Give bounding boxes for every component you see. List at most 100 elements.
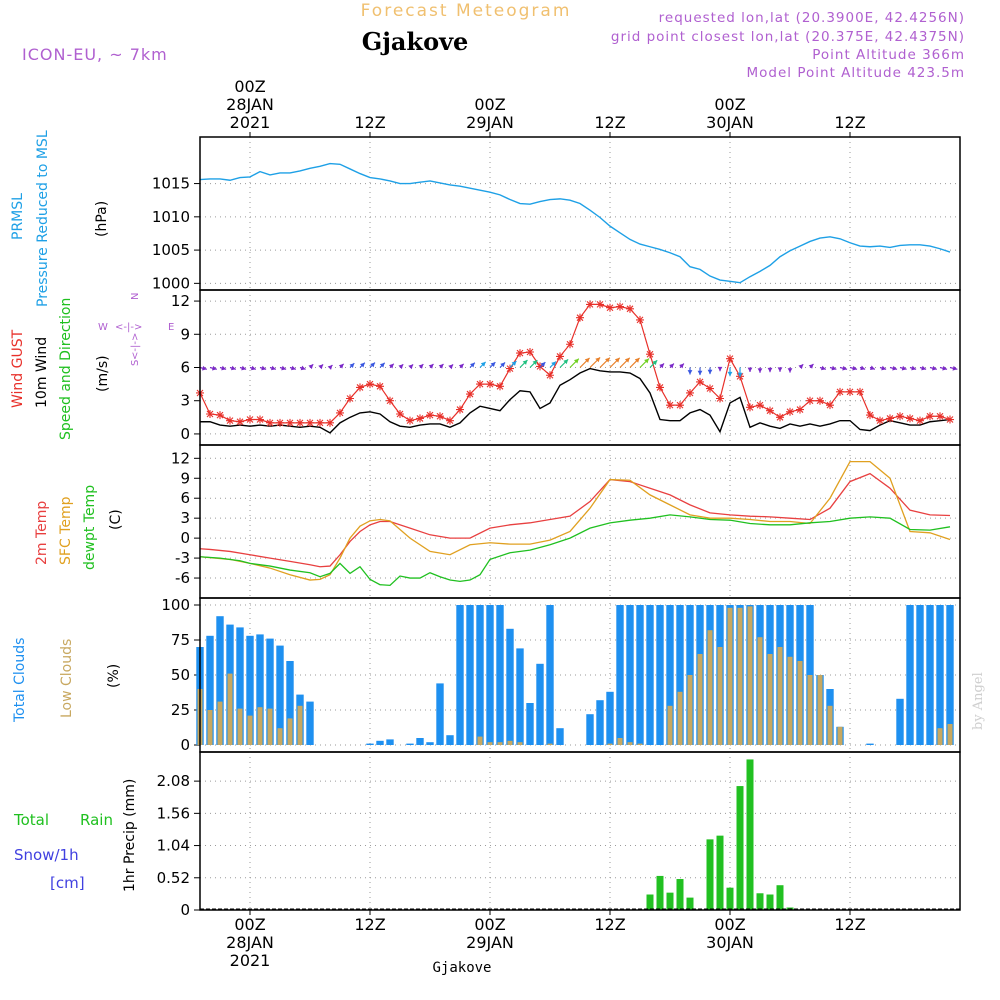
y-tick-label: 3	[180, 392, 190, 410]
wind-arrow-head	[644, 358, 649, 364]
cloud-low-bar	[257, 707, 263, 745]
y-tick-label: 100	[161, 596, 190, 614]
y-tick-label: 2.08	[157, 772, 190, 790]
gust-point	[346, 394, 354, 403]
wind-arrow-head	[659, 363, 665, 369]
cloud-total-bar	[206, 635, 214, 745]
precip-unit: 1hr Precip (mm)	[122, 779, 138, 892]
cloud-total-bar	[266, 638, 274, 745]
wind-arrow-head	[470, 362, 475, 368]
gust-point	[946, 415, 954, 424]
plot-temperature	[199, 460, 951, 587]
cloud-total-bar	[556, 728, 564, 745]
pressure-unit: (hPa)	[94, 201, 110, 237]
y-tick-label: 6	[180, 489, 190, 507]
plot-wind	[196, 300, 958, 434]
series-10m-wind	[200, 367, 951, 434]
gust-point	[476, 380, 484, 389]
wind-arrow-head	[230, 365, 236, 371]
temp-label-2m: 2m Temp	[34, 501, 50, 565]
gust-point	[386, 396, 394, 405]
cloud-low-bar	[727, 607, 733, 745]
cloud-total-bar	[636, 605, 644, 745]
bottom-tick-label: 30JAN	[706, 933, 754, 952]
cloud-total-bar	[506, 628, 514, 745]
top-tick-label: 00Z	[714, 95, 745, 114]
gust-point	[606, 303, 614, 312]
requested-point: requested lon,lat (20.3900E, 42.4256N)	[659, 10, 965, 26]
gust-point	[696, 377, 704, 386]
bottom-tick-label: 2021	[230, 951, 271, 970]
cloud-low-bar	[777, 647, 783, 745]
gust-point	[596, 300, 604, 309]
cloud-low-bar	[277, 728, 283, 745]
cloud-labels: Total Clouds Low Clouds (%)	[12, 638, 122, 723]
cloud-total-bar	[586, 714, 594, 745]
precip-bar	[776, 885, 784, 910]
wind-arrow-head	[563, 359, 569, 365]
gust-point	[416, 414, 424, 423]
model-label: ICON-EU, ~ 7km	[22, 45, 168, 64]
cloud-total-bar	[406, 743, 414, 745]
wind-arrow-head	[221, 365, 227, 371]
series-sfc-temp	[199, 460, 951, 581]
bottom-tick-label: 12Z	[834, 915, 865, 934]
top-tick-label: 00Z	[474, 95, 505, 114]
wind-arrow-head	[942, 365, 948, 371]
cloud-low-bar	[717, 647, 723, 745]
wind-arrow-head	[490, 362, 496, 367]
cloud-low-bar	[637, 743, 643, 745]
top-tick-label: 12Z	[834, 113, 865, 132]
wind-arrow-head	[388, 363, 394, 369]
gust-point	[426, 411, 434, 420]
cloud-total-bar	[616, 605, 624, 745]
gust-point	[816, 396, 824, 405]
gridlines	[200, 598, 960, 752]
wind-arrow-head	[820, 365, 826, 371]
gust-point	[746, 403, 754, 412]
gust-point	[526, 348, 534, 356]
panels: 1000100510101015036912-6-303691202550751…	[152, 136, 961, 919]
wind-arrow-head	[540, 362, 546, 367]
cloud-low-bar	[227, 673, 233, 745]
wind-arrow-head	[881, 365, 887, 371]
precip-label-snow: Snow/1h	[14, 846, 79, 864]
cloud-total-bar	[866, 743, 874, 745]
temp-labels: 2m Temp SFC Temp dewpt Temp (C)	[34, 485, 124, 570]
wind-unit: (m/s)	[95, 355, 111, 392]
wind-arrow-head	[573, 358, 579, 364]
gust-point	[216, 411, 224, 420]
cloud-total-bar	[276, 645, 284, 745]
gust-point	[796, 405, 804, 414]
y-tick-label: -6	[175, 569, 190, 587]
cloud-low-bar	[677, 691, 683, 745]
gust-point	[256, 415, 264, 424]
gust-point	[936, 412, 944, 421]
y-tick-label: 0	[180, 425, 190, 443]
y-axis: 0 25 50 75 100	[161, 596, 200, 754]
wind-arrow-head	[842, 365, 848, 371]
wind-arrow-head	[511, 361, 517, 366]
y-tick-label: 9	[180, 325, 190, 343]
gust-point	[436, 412, 444, 421]
wind-arrow-head	[584, 357, 590, 363]
y-tick-label: 12	[171, 449, 190, 467]
precip-bar	[686, 897, 694, 910]
y-axis: 0 0.52 1.04 1.56 2.08	[157, 772, 200, 919]
wind-arrow-head	[737, 372, 743, 378]
compass-east: E	[168, 322, 174, 333]
cloud-low-bar	[937, 728, 943, 745]
wind-arrow-head	[201, 365, 207, 371]
gust-point	[506, 364, 514, 373]
panel-frame	[199, 751, 961, 911]
y-tick-label: 6	[180, 359, 190, 377]
wind-arrow-head	[852, 365, 858, 371]
wind-arrow-head	[338, 363, 344, 369]
bottom-tick-label: 00Z	[234, 915, 265, 934]
cloud-total-bar	[516, 648, 524, 745]
wind-label-direction: Speed and Direction	[58, 298, 74, 440]
wind-arrow-head	[522, 360, 528, 365]
series-prmsl	[199, 162, 951, 284]
bottom-tick-label: 12Z	[354, 915, 385, 934]
